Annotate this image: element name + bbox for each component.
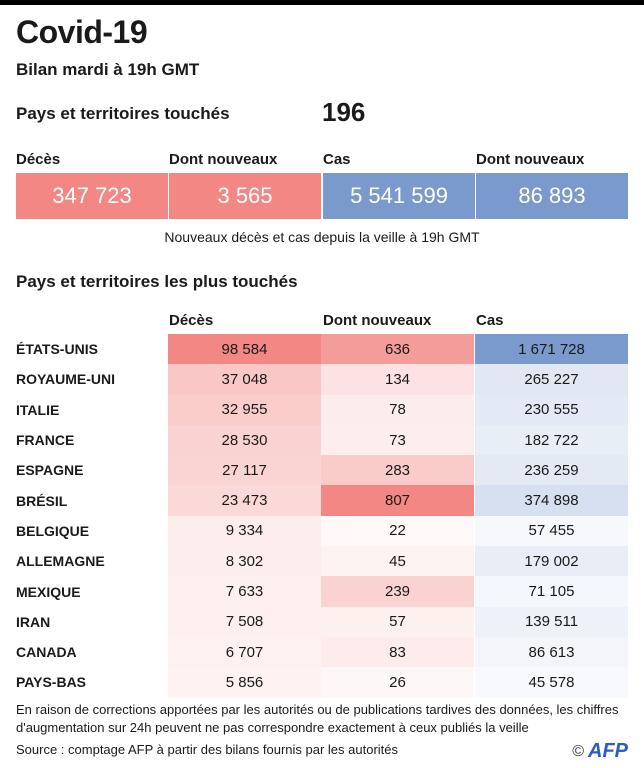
country-name: IRAN <box>16 613 51 630</box>
new-deaths-cell: 57 <box>321 606 474 637</box>
new-deaths-cell: 134 <box>321 364 474 395</box>
new-deaths-cell: 807 <box>321 485 474 516</box>
cases-cell: 374 898 <box>475 485 628 516</box>
column-header-deaths: Décès <box>169 312 214 329</box>
new-deaths-cell: 83 <box>321 636 474 668</box>
country-name: BRÉSIL <box>16 492 68 509</box>
country-name: PAYS-BAS <box>16 674 87 691</box>
table-row: IRAN 7 508 57 139 511 <box>0 606 644 637</box>
country-name: ITALIE <box>16 401 60 418</box>
country-name: FRANCE <box>16 432 75 449</box>
touched-label: Pays et territoires touchés <box>16 104 230 123</box>
table-title: Pays et territoires les plus touchés <box>16 272 298 291</box>
source: Source : comptage AFP à partir des bilan… <box>16 742 399 757</box>
country-name: ÉTATS-UNIS <box>16 341 98 358</box>
new-deaths-cell: 73 <box>321 424 474 456</box>
new-deaths-cell: 283 <box>321 455 474 486</box>
cases-cell: 86 613 <box>475 636 628 668</box>
kpi-cases: 5 541 599 <box>323 173 475 219</box>
table-row: BRÉSIL 23 473 807 374 898 <box>0 485 644 516</box>
cases-cell: 45 578 <box>475 667 628 698</box>
new-deaths-cell: 636 <box>321 334 474 365</box>
country-name: CANADA <box>16 644 77 661</box>
deaths-cell: 32 955 <box>168 394 321 425</box>
country-name: BELGIQUE <box>16 522 90 539</box>
footnote: En raison de corrections apportées par l… <box>16 702 619 735</box>
cases-cell: 182 722 <box>475 424 628 456</box>
copyright-symbol: © <box>572 742 584 760</box>
deaths-cell: 6 707 <box>168 636 321 668</box>
table-row: ÉTATS-UNIS 98 584 636 1 671 728 <box>0 334 644 365</box>
cases-cell: 230 555 <box>475 394 628 425</box>
table-row: FRANCE 28 530 73 182 722 <box>0 424 644 456</box>
deaths-cell: 98 584 <box>168 334 321 365</box>
table-row: CANADA 6 707 83 86 613 <box>0 636 644 668</box>
afp-logo: © AFP <box>572 740 628 763</box>
kpi-label-new-cases: Dont nouveaux <box>476 151 585 168</box>
deaths-cell: 7 508 <box>168 606 321 637</box>
table-row: ESPAGNE 27 117 283 236 259 <box>0 455 644 486</box>
deaths-cell: 8 302 <box>168 546 321 577</box>
cases-cell: 236 259 <box>475 455 628 486</box>
cases-cell: 179 002 <box>475 546 628 577</box>
deaths-cell: 27 117 <box>168 455 321 486</box>
table-row: ROYAUME-UNI 37 048 134 265 227 <box>0 364 644 395</box>
deaths-cell: 7 633 <box>168 576 321 607</box>
cases-cell: 265 227 <box>475 364 628 395</box>
country-name: ESPAGNE <box>16 462 84 479</box>
country-name: ALLEMAGNE <box>16 553 105 570</box>
deaths-cell: 9 334 <box>168 515 321 547</box>
afp-logo-text: AFP <box>588 740 628 762</box>
kpi-caption: Nouveaux décès et cas depuis la veille à… <box>164 229 480 245</box>
kpi-label-new-deaths: Dont nouveaux <box>169 151 278 168</box>
deaths-cell: 5 856 <box>168 667 321 698</box>
new-deaths-cell: 239 <box>321 576 474 607</box>
table-row: MEXIQUE 7 633 239 71 105 <box>0 576 644 607</box>
cases-cell: 139 511 <box>475 606 628 637</box>
table-row: ALLEMAGNE 8 302 45 179 002 <box>0 546 644 577</box>
new-deaths-cell: 45 <box>321 546 474 577</box>
deaths-cell: 23 473 <box>168 485 321 516</box>
new-deaths-cell: 26 <box>321 667 474 698</box>
column-header-cases: Cas <box>476 312 504 329</box>
top-bar <box>0 0 644 5</box>
table-row: ITALIE 32 955 78 230 555 <box>0 394 644 425</box>
touched-value: 196 <box>322 97 366 127</box>
kpi-label-cases: Cas <box>323 151 351 168</box>
deaths-cell: 37 048 <box>168 364 321 395</box>
table-row: PAYS-BAS 5 856 26 45 578 <box>0 667 644 698</box>
cases-cell: 71 105 <box>475 576 628 607</box>
country-name: ROYAUME-UNI <box>16 371 116 388</box>
new-deaths-cell: 78 <box>321 394 474 425</box>
subtitle: Bilan mardi à 19h GMT <box>16 60 200 79</box>
kpi-label-deaths: Décès <box>16 151 61 168</box>
cases-cell: 1 671 728 <box>475 334 628 365</box>
new-deaths-cell: 22 <box>321 515 474 547</box>
country-table: ÉTATS-UNIS 98 584 636 1 671 728 ROYAUME-UNI 3… <box>0 334 644 698</box>
column-header-new: Dont nouveaux <box>323 312 432 329</box>
kpi-new-deaths: 3 565 <box>169 173 321 219</box>
cases-cell: 57 455 <box>475 515 628 547</box>
kpi-deaths: 347 723 <box>16 173 168 219</box>
page-title: Covid-19 <box>16 14 148 50</box>
deaths-cell: 28 530 <box>168 424 321 456</box>
country-name: MEXIQUE <box>16 583 81 600</box>
table-row: BELGIQUE 9 334 22 57 455 <box>0 515 644 547</box>
kpi-new-cases: 86 893 <box>476 173 628 219</box>
